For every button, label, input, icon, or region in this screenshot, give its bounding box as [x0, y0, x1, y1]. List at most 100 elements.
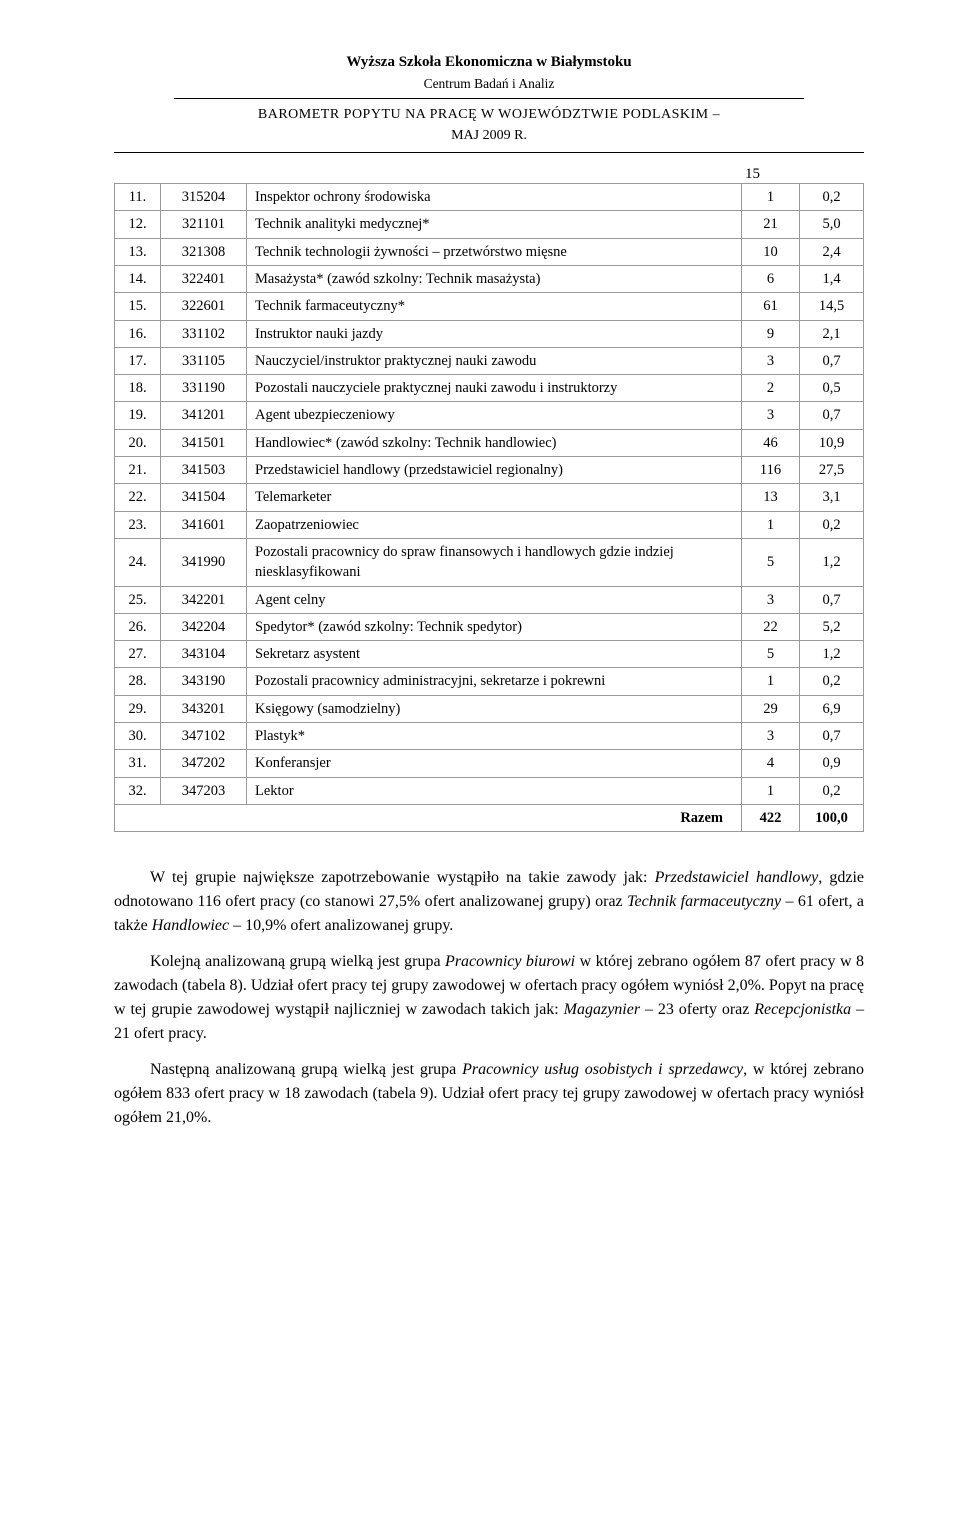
percent-value: 0,2: [800, 668, 864, 695]
occupation-code: 331102: [161, 320, 247, 347]
table-row: 13.321308Technik technologii żywności – …: [115, 238, 864, 265]
count-value: 1: [742, 511, 800, 538]
count-value: 3: [742, 723, 800, 750]
table-row: 26.342204Spedytor* (zawód szkolny: Techn…: [115, 613, 864, 640]
percent-value: 10,9: [800, 429, 864, 456]
occupation-code: 341201: [161, 402, 247, 429]
table-row: 21.341503Przedstawiciel handlowy (przeds…: [115, 457, 864, 484]
table-row: 18.331190Pozostali nauczyciele praktyczn…: [115, 375, 864, 402]
text-span: – 23 oferty oraz: [640, 1001, 754, 1018]
percent-value: 0,7: [800, 402, 864, 429]
row-index: 12.: [115, 211, 161, 238]
table-row: 15.322601Technik farmaceutyczny*6114,5: [115, 293, 864, 320]
percent-value: 1,2: [800, 538, 864, 586]
percent-value: 2,1: [800, 320, 864, 347]
count-value: 2: [742, 375, 800, 402]
occupation-name: Plastyk*: [247, 723, 742, 750]
table-row: 11.315204Inspektor ochrony środowiska10,…: [115, 184, 864, 211]
table-total-row: Razem422100,0: [115, 804, 864, 831]
occupation-code: 331105: [161, 347, 247, 374]
row-index: 26.: [115, 613, 161, 640]
occupation-code: 347202: [161, 750, 247, 777]
occupation-code: 331190: [161, 375, 247, 402]
em-span: Pracownicy biurowi: [445, 953, 575, 970]
row-index: 29.: [115, 695, 161, 722]
percent-value: 1,4: [800, 265, 864, 292]
occupation-code: 322401: [161, 265, 247, 292]
occupation-name: Inspektor ochrony środowiska: [247, 184, 742, 211]
row-index: 32.: [115, 777, 161, 804]
row-index: 14.: [115, 265, 161, 292]
occupation-code: 341504: [161, 484, 247, 511]
count-value: 1: [742, 777, 800, 804]
page-number: 15: [745, 164, 760, 185]
text-span: W tej grupie największe zapotrzebowanie …: [150, 869, 655, 886]
percent-value: 0,2: [800, 184, 864, 211]
em-span: Przedstawiciel handlowy: [655, 869, 819, 886]
paragraph-1: W tej grupie największe zapotrzebowanie …: [114, 866, 864, 938]
em-span: Recepcjonistka: [754, 1001, 851, 1018]
occupation-code: 342204: [161, 613, 247, 640]
period-label: MAJ 2009 R.: [114, 126, 864, 146]
occupation-name: Pozostali pracownicy administracyjni, se…: [247, 668, 742, 695]
table-row: 14.322401Masażysta* (zawód szkolny: Tech…: [115, 265, 864, 292]
row-index: 30.: [115, 723, 161, 750]
occupation-code: 343190: [161, 668, 247, 695]
occupation-code: 343201: [161, 695, 247, 722]
occupation-code: 347203: [161, 777, 247, 804]
em-span: Technik farmaceutyczny: [627, 893, 781, 910]
occupation-code: 315204: [161, 184, 247, 211]
table-row: 19.341201Agent ubezpieczeniowy30,7: [115, 402, 864, 429]
occupation-code: 343104: [161, 641, 247, 668]
occupation-code: 322601: [161, 293, 247, 320]
percent-value: 14,5: [800, 293, 864, 320]
percent-value: 27,5: [800, 457, 864, 484]
occupation-name: Lektor: [247, 777, 742, 804]
occupation-name: Pozostali nauczyciele praktycznej nauki …: [247, 375, 742, 402]
occupation-name: Agent celny: [247, 586, 742, 613]
percent-value: 0,7: [800, 347, 864, 374]
count-value: 9: [742, 320, 800, 347]
table-row: 16.331102Instruktor nauki jazdy92,1: [115, 320, 864, 347]
row-index: 19.: [115, 402, 161, 429]
text-span: Kolejną analizowaną grupą wielką jest gr…: [150, 953, 445, 970]
occupation-name: Technik technologii żywności – przetwórs…: [247, 238, 742, 265]
row-index: 23.: [115, 511, 161, 538]
occupation-name: Technik analityki medycznej*: [247, 211, 742, 238]
occupation-name: Masażysta* (zawód szkolny: Technik masaż…: [247, 265, 742, 292]
table-row: 25.342201Agent celny30,7: [115, 586, 864, 613]
count-value: 3: [742, 402, 800, 429]
total-count: 422: [742, 804, 800, 831]
occupation-name: Nauczyciel/instruktor praktycznej nauki …: [247, 347, 742, 374]
count-value: 116: [742, 457, 800, 484]
occupations-table: 11.315204Inspektor ochrony środowiska10,…: [114, 183, 864, 832]
table-row: 27.343104Sekretarz asystent51,2: [115, 641, 864, 668]
count-value: 6: [742, 265, 800, 292]
row-index: 16.: [115, 320, 161, 347]
row-index: 20.: [115, 429, 161, 456]
institution-name: Wyższa Szkoła Ekonomiczna w Białymstoku: [114, 52, 864, 73]
occupation-code: 347102: [161, 723, 247, 750]
table-row: 12.321101Technik analityki medycznej*215…: [115, 211, 864, 238]
percent-value: 2,4: [800, 238, 864, 265]
table-row: 30.347102Plastyk*30,7: [115, 723, 864, 750]
table-row: 31.347202Konferansjer40,9: [115, 750, 864, 777]
page-header: Wyższa Szkoła Ekonomiczna w Białymstoku …: [114, 52, 864, 153]
percent-value: 3,1: [800, 484, 864, 511]
table-row: 23.341601Zaopatrzeniowiec10,2: [115, 511, 864, 538]
count-value: 1: [742, 668, 800, 695]
em-span: Magazynier: [564, 1001, 640, 1018]
percent-value: 0,7: [800, 723, 864, 750]
occupation-name: Pozostali pracownicy do spraw finansowyc…: [247, 538, 742, 586]
table-row: 20.341501Handlowiec* (zawód szkolny: Tec…: [115, 429, 864, 456]
percent-value: 0,9: [800, 750, 864, 777]
table-row: 29.343201Księgowy (samodzielny)296,9: [115, 695, 864, 722]
count-value: 3: [742, 586, 800, 613]
occupation-name: Agent ubezpieczeniowy: [247, 402, 742, 429]
count-value: 4: [742, 750, 800, 777]
em-span: Pracownicy usług osobistych i sprzedawcy: [462, 1061, 743, 1078]
text-span: Następną analizowaną grupą wielką jest g…: [150, 1061, 462, 1078]
table-row: 32.347203Lektor10,2: [115, 777, 864, 804]
row-index: 17.: [115, 347, 161, 374]
row-index: 18.: [115, 375, 161, 402]
